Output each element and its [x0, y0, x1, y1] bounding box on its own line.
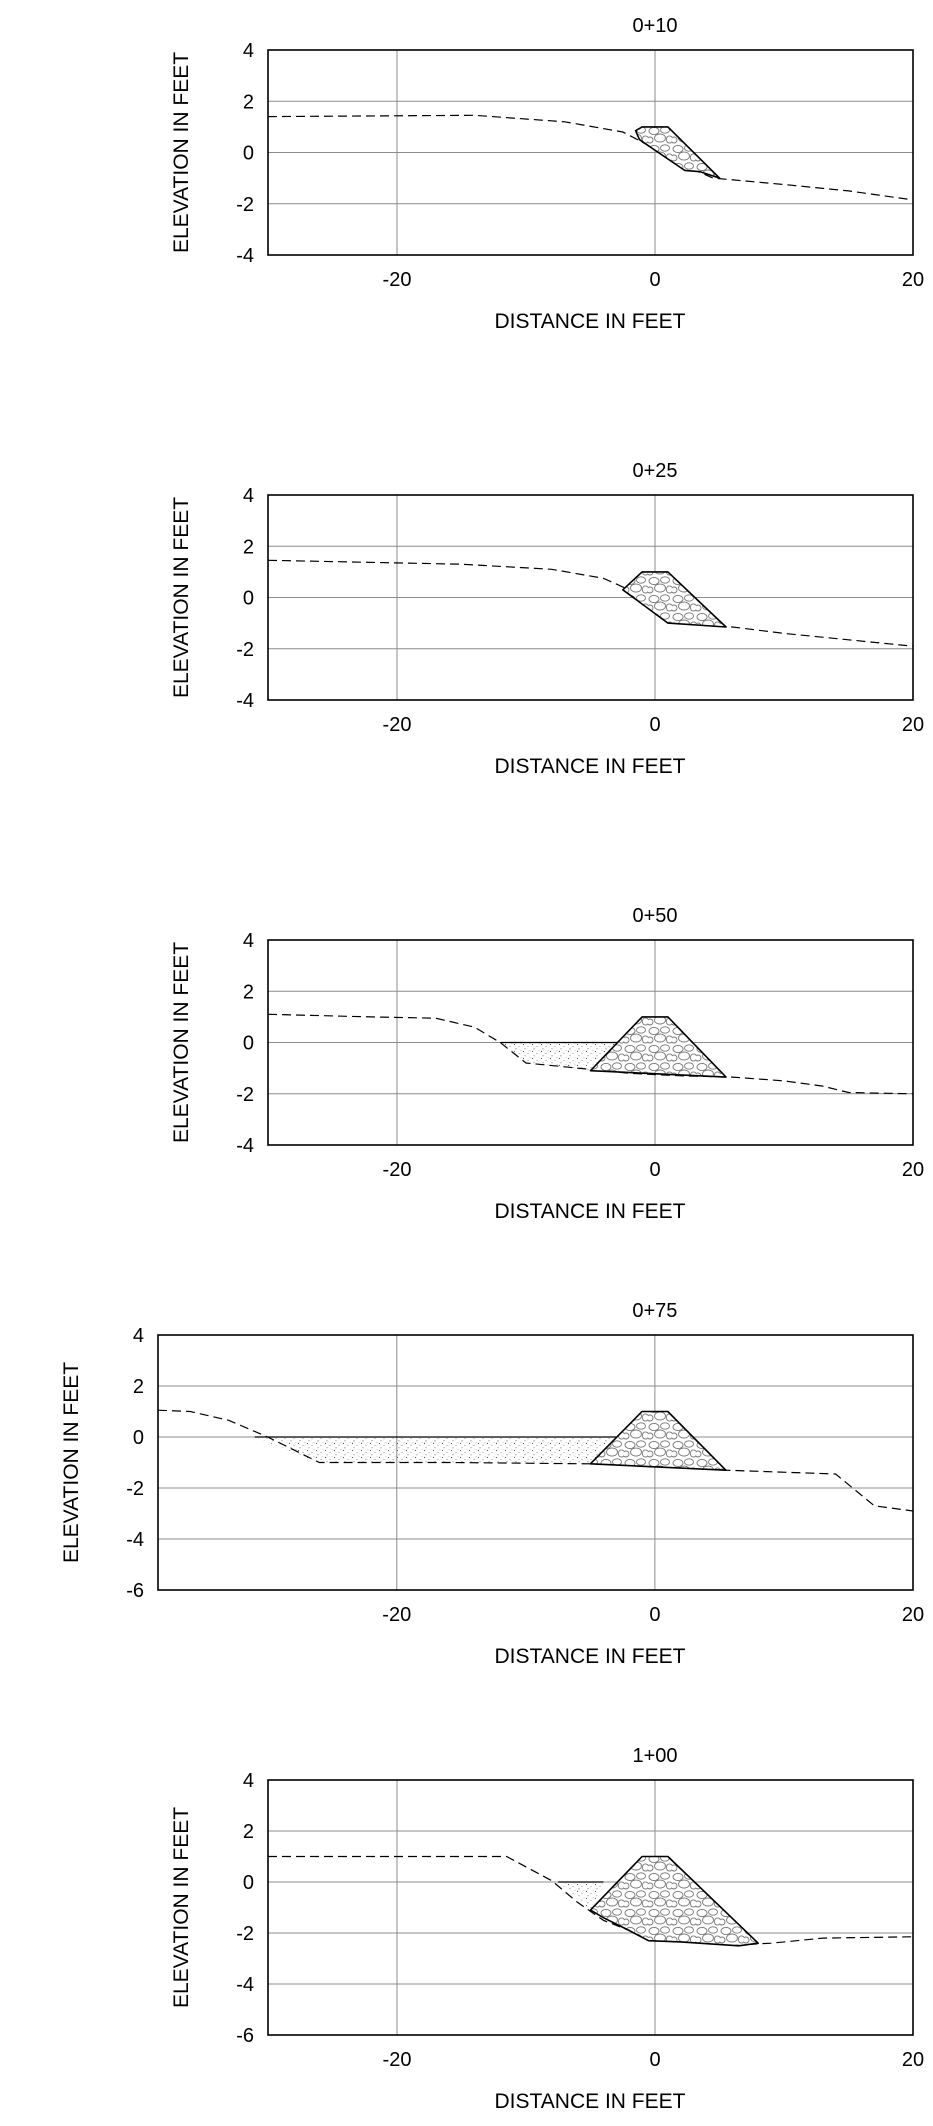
x-tick-label: 0: [649, 1159, 660, 1181]
x-tick-label: 20: [902, 2049, 924, 2071]
x-tick-label: -20: [383, 714, 412, 736]
y-axis-label: ELEVATION IN FEET: [170, 497, 193, 698]
x-axis-label: DISTANCE IN FEET: [495, 1200, 686, 1223]
y-tick-label: 0: [243, 143, 254, 165]
riprap-section: [634, 126, 721, 179]
riprap-section: [589, 1410, 727, 1471]
x-tick-label: 20: [902, 1604, 924, 1626]
y-tick-label: 2: [243, 1821, 254, 1843]
y-tick-label: -2: [236, 1923, 254, 1945]
chart-title: 0+10: [632, 15, 677, 37]
y-tick-label: 0: [133, 1427, 144, 1449]
plot-frame: [267, 939, 914, 1146]
y-tick-label: -2: [236, 639, 254, 661]
y-tick-label: 4: [243, 485, 254, 507]
y-tick-label: 0: [243, 1872, 254, 1894]
existing-ground-line: [267, 114, 914, 201]
existing-ground-line: [267, 559, 914, 647]
y-tick-label: -4: [126, 1529, 144, 1551]
y-tick-label: 4: [243, 40, 254, 62]
y-axis-label: ELEVATION IN FEET: [60, 1362, 83, 1563]
x-tick-label: 20: [902, 269, 924, 291]
fill-area: [254, 1437, 617, 1464]
x-axis-label: DISTANCE IN FEET: [495, 2090, 686, 2113]
riprap-section: [589, 1855, 760, 1947]
x-tick-label: -20: [383, 269, 412, 291]
chart-title: 1+00: [632, 1745, 677, 1767]
y-tick-label: -2: [236, 1084, 254, 1106]
y-tick-label: -2: [126, 1478, 144, 1500]
y-tick-label: -4: [236, 245, 254, 267]
riprap-section: [589, 1016, 727, 1078]
y-axis-label: ELEVATION IN FEET: [170, 942, 193, 1143]
chart-title: 0+25: [632, 460, 677, 482]
y-axis-label: ELEVATION IN FEET: [170, 52, 193, 253]
x-axis-label: DISTANCE IN FEET: [495, 1645, 686, 1668]
y-tick-label: 2: [243, 536, 254, 558]
y-tick-label: 4: [243, 930, 254, 952]
chart-title: 0+75: [632, 1300, 677, 1322]
y-tick-label: -2: [236, 194, 254, 216]
y-tick-label: 2: [243, 91, 254, 113]
x-tick-label: -20: [382, 1604, 411, 1626]
y-axis-label: ELEVATION IN FEET: [170, 1807, 193, 2008]
fill-area: [558, 1882, 604, 1910]
plot-frame: [267, 49, 914, 256]
y-tick-label: 4: [133, 1325, 144, 1347]
y-tick-label: 2: [133, 1376, 144, 1398]
x-tick-label: 0: [649, 2049, 660, 2071]
plot-frame: [267, 1779, 914, 2036]
y-tick-label: 4: [243, 1770, 254, 1792]
y-tick-label: 0: [243, 1033, 254, 1055]
y-tick-label: 0: [243, 588, 254, 610]
riprap-section: [621, 571, 727, 628]
x-tick-label: -20: [383, 1159, 412, 1181]
chart-title: 0+50: [632, 905, 677, 927]
y-tick-label: -6: [126, 1580, 144, 1602]
x-tick-label: 0: [649, 269, 660, 291]
y-tick-label: -4: [236, 690, 254, 712]
y-tick-label: -4: [236, 1974, 254, 1996]
existing-ground-line: [157, 1409, 914, 1512]
x-axis-label: DISTANCE IN FEET: [495, 310, 686, 333]
y-tick-label: 2: [243, 981, 254, 1003]
x-tick-label: 20: [902, 1159, 924, 1181]
y-tick-label: -6: [236, 2025, 254, 2047]
x-tick-label: 0: [649, 714, 660, 736]
x-tick-label: 0: [649, 1604, 660, 1626]
existing-ground-line: [267, 1013, 914, 1095]
x-tick-label: 20: [902, 714, 924, 736]
x-tick-label: -20: [383, 2049, 412, 2071]
plot-frame: [267, 494, 914, 701]
x-axis-label: DISTANCE IN FEET: [495, 755, 686, 778]
plot-frame: [157, 1334, 914, 1591]
fill-area: [500, 1042, 627, 1071]
y-tick-label: -4: [236, 1135, 254, 1157]
